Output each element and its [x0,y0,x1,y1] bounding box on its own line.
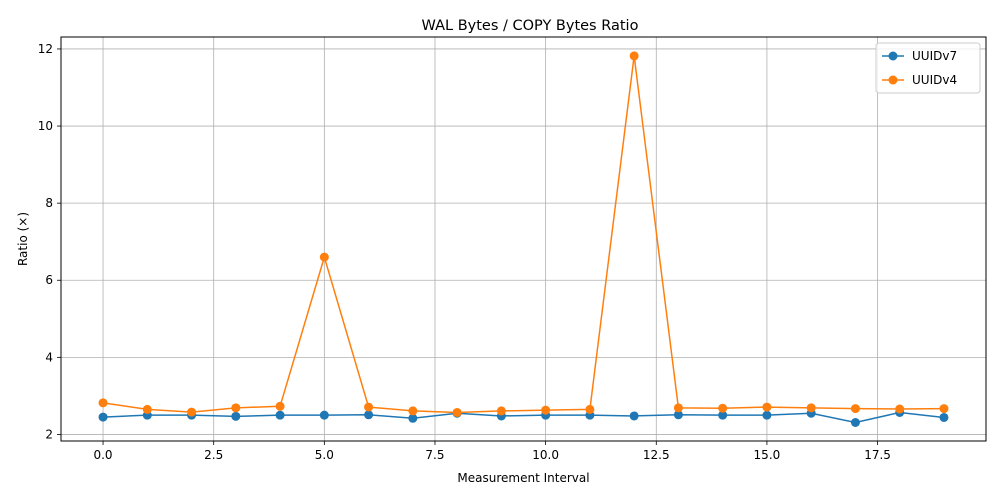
data-point-uuidv4 [231,403,241,413]
y-tick-label: 4 [45,350,53,364]
data-point-uuidv7 [231,411,241,421]
y-tick-label: 12 [38,42,53,56]
data-point-uuidv4 [629,51,639,61]
data-point-uuidv4 [496,406,506,416]
data-point-uuidv4 [541,405,551,415]
x-tick-label: 17.5 [864,448,891,462]
data-point-uuidv4 [939,404,949,414]
x-axis-label: Measurement Interval [457,471,589,485]
data-point-uuidv4 [673,403,683,413]
data-point-uuidv7 [673,410,683,420]
legend: UUIDv7 UUIDv4 [875,42,981,94]
data-point-uuidv4 [364,402,374,412]
data-point-uuidv7 [408,413,418,423]
data-point-uuidv4 [762,402,772,412]
data-point-uuidv7 [939,412,949,422]
data-point-uuidv4 [142,404,152,414]
x-tick-label: 12.5 [643,448,670,462]
data-point-uuidv4 [275,401,285,411]
data-point-uuidv7 [98,412,108,422]
y-axis-label: Ratio (×) [16,212,30,266]
data-point-uuidv4 [319,252,329,262]
data-point-uuidv7 [762,410,772,420]
x-tick-label: 7.5 [425,448,444,462]
data-point-uuidv7 [319,410,329,420]
data-point-uuidv4 [187,407,197,417]
plot-frame [60,36,987,442]
series-line-uuidv7 [103,411,945,424]
y-tick-label: 2 [45,427,53,441]
data-point-uuidv7 [275,410,285,420]
data-point-uuidv4 [806,403,816,413]
data-point-uuidv4 [98,398,108,408]
x-tick-label: 5.0 [315,448,334,462]
data-point-uuidv7 [629,411,639,421]
legend-label-uuidv4: UUIDv4 [912,73,957,87]
data-point-uuidv7 [850,417,860,427]
legend-marker-uuidv7 [888,51,898,61]
x-tick-label: 0.0 [93,448,112,462]
x-tick-label: 2.5 [204,448,223,462]
data-point-uuidv4 [895,404,905,414]
legend-marker-uuidv4 [888,75,898,85]
data-point-uuidv7 [718,410,728,420]
y-tick-label: 8 [45,196,53,210]
series-line-uuidv4 [102,55,944,414]
data-point-uuidv4 [452,407,462,417]
y-tick-label: 10 [38,119,53,133]
x-tick-label: 15.0 [754,448,781,462]
y-tick-label: 6 [45,273,53,287]
data-point-uuidv4 [718,403,728,413]
series-group [98,51,949,427]
data-point-uuidv4 [850,404,860,414]
axis-ticks: 0.0 2.5 5.0 7.5 10.0 12.5 15.0 17.5 2 4 6 8 10 12 [38,42,891,462]
x-tick-label: 10.0 [532,448,559,462]
data-point-uuidv4 [585,404,595,414]
chart-title: WAL Bytes / COPY Bytes Ratio [422,18,639,34]
legend-label-uuidv7: UUIDv7 [912,49,957,63]
grid [61,37,986,441]
data-point-uuidv7 [364,410,374,420]
data-point-uuidv4 [408,406,418,416]
